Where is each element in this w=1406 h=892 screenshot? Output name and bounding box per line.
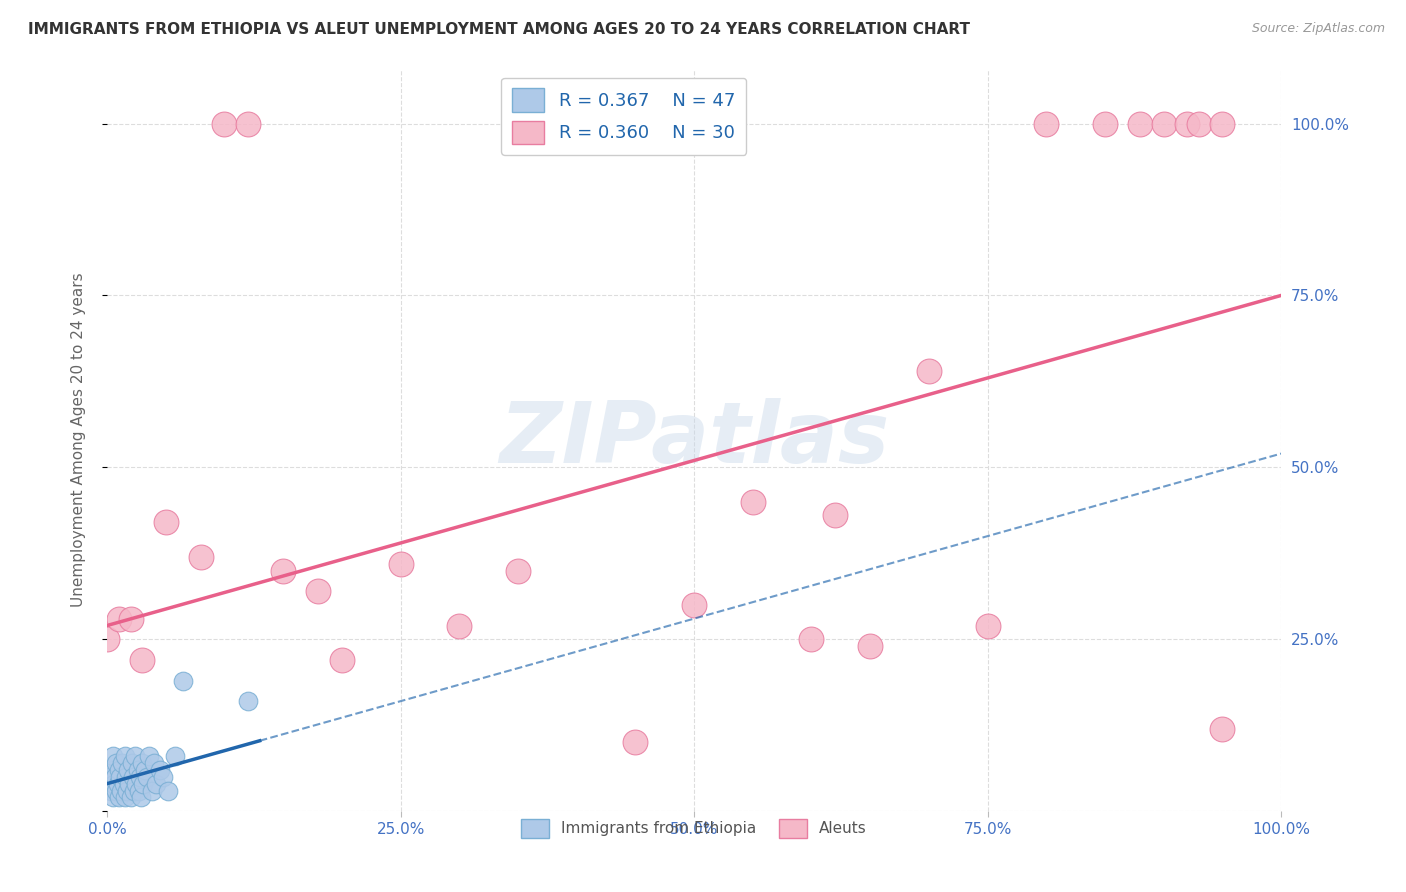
Point <box>96 632 118 647</box>
Point <box>105 756 128 770</box>
Point <box>190 549 212 564</box>
Point <box>683 598 706 612</box>
Point <box>115 770 138 784</box>
Point <box>105 783 128 797</box>
Point <box>976 618 998 632</box>
Point <box>103 777 125 791</box>
Point <box>100 763 122 777</box>
Text: IMMIGRANTS FROM ETHIOPIA VS ALEUT UNEMPLOYMENT AMONG AGES 20 TO 24 YEARS CORRELA: IMMIGRANTS FROM ETHIOPIA VS ALEUT UNEMPL… <box>28 22 970 37</box>
Point <box>128 783 150 797</box>
Point <box>129 790 152 805</box>
Point <box>624 735 647 749</box>
Point <box>271 564 294 578</box>
Point <box>98 770 121 784</box>
Point <box>104 770 127 784</box>
Point <box>145 777 167 791</box>
Point <box>122 783 145 797</box>
Point <box>120 790 142 805</box>
Point <box>118 777 141 791</box>
Point <box>101 749 124 764</box>
Point <box>131 653 153 667</box>
Point <box>157 783 180 797</box>
Point <box>1129 116 1152 130</box>
Point <box>100 783 122 797</box>
Point <box>134 763 156 777</box>
Point <box>120 612 142 626</box>
Point <box>918 364 941 378</box>
Point <box>131 756 153 770</box>
Point <box>214 116 236 130</box>
Y-axis label: Unemployment Among Ages 20 to 24 years: Unemployment Among Ages 20 to 24 years <box>72 273 86 607</box>
Point <box>165 749 187 764</box>
Point <box>132 777 155 791</box>
Point <box>111 756 134 770</box>
Point <box>108 790 131 805</box>
Point <box>138 749 160 764</box>
Point <box>236 116 259 130</box>
Point <box>1211 116 1233 130</box>
Point <box>122 770 145 784</box>
Point <box>124 749 146 764</box>
Point <box>506 564 529 578</box>
Point <box>141 783 163 797</box>
Point <box>1035 116 1057 130</box>
Point <box>1094 116 1116 130</box>
Point <box>236 694 259 708</box>
Point <box>127 763 149 777</box>
Point <box>859 639 882 653</box>
Point <box>389 557 412 571</box>
Point <box>96 777 118 791</box>
Point <box>101 790 124 805</box>
Text: Source: ZipAtlas.com: Source: ZipAtlas.com <box>1251 22 1385 36</box>
Point <box>115 783 138 797</box>
Point <box>449 618 471 632</box>
Point <box>114 790 136 805</box>
Point <box>108 612 131 626</box>
Point <box>149 763 172 777</box>
Point <box>108 763 131 777</box>
Point <box>155 516 177 530</box>
Point <box>1153 116 1175 130</box>
Point <box>121 756 143 770</box>
Point <box>107 777 129 791</box>
Point <box>330 653 353 667</box>
Point <box>824 508 846 523</box>
Point <box>1175 116 1198 130</box>
Point <box>1211 722 1233 736</box>
Point <box>172 673 194 688</box>
Point <box>108 770 131 784</box>
Point <box>1188 116 1211 130</box>
Point <box>307 584 329 599</box>
Point <box>110 783 132 797</box>
Point <box>125 777 148 791</box>
Legend: Immigrants from Ethiopia, Aleuts: Immigrants from Ethiopia, Aleuts <box>515 813 873 845</box>
Point <box>136 770 159 784</box>
Point <box>117 763 139 777</box>
Point <box>112 777 135 791</box>
Point <box>152 770 174 784</box>
Point <box>114 749 136 764</box>
Point <box>800 632 823 647</box>
Point <box>143 756 166 770</box>
Point <box>129 770 152 784</box>
Point <box>741 494 763 508</box>
Text: ZIPatlas: ZIPatlas <box>499 399 889 482</box>
